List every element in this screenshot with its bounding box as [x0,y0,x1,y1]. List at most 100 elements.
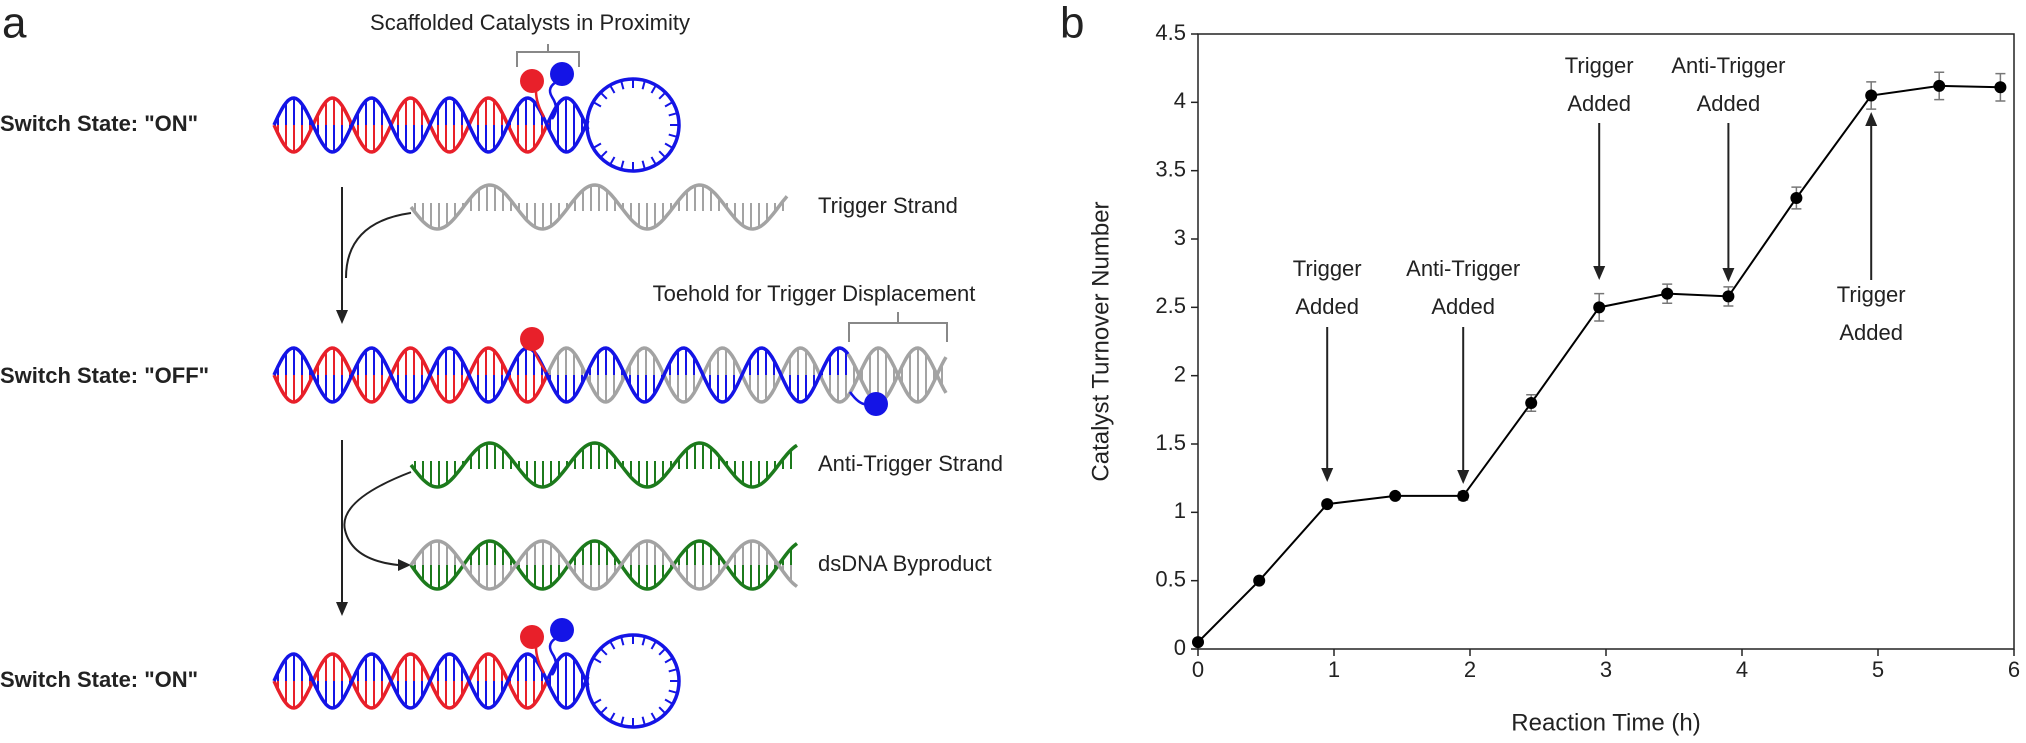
annotation-arrowhead [1457,470,1470,484]
y-tick-label: 0 [1174,635,1186,660]
strand [546,346,948,404]
arrow [345,212,412,279]
rung [664,101,674,108]
catalyst [520,625,544,649]
data-point [1661,287,1674,300]
arrowheads [336,310,411,616]
rung [609,156,616,166]
chart: 0 0.5 1 1.5 2 2.5 3 3.5 4 4.5 0 1 2 3 4 5 6 Reaction Time… [1087,20,2020,737]
data-point [1722,290,1735,303]
rung [641,716,646,726]
annotation-arrowhead [1593,266,1606,280]
rung [668,112,678,117]
data-point [1457,489,1470,502]
rung [650,640,657,650]
catalyst [520,327,544,351]
x-tick-label: 0 [1192,657,1204,682]
rung [641,636,646,646]
rung [668,689,678,694]
data-point [1253,574,1266,587]
rung [599,150,608,159]
rung [599,91,608,100]
rung [592,657,602,664]
y-tick-label: 1 [1174,498,1186,523]
panel-label: b [1060,0,1084,48]
strand [546,96,590,131]
data-point [1192,636,1204,649]
arrowhead [336,310,348,324]
strand [272,346,550,404]
rung [620,716,625,726]
data-point [1790,192,1803,204]
rung [668,133,678,138]
catalyst [550,62,574,86]
catalyst [550,618,574,642]
y-axis-title: Catalyst Turnover Number [1087,201,1114,481]
strand [409,539,799,591]
diagram-label: Toehold for Trigger Displacement [653,281,976,306]
rung [592,142,602,149]
data-point [1525,397,1538,409]
y-tick-label: 1.5 [1155,430,1186,455]
annotation: Added [1295,294,1359,319]
arrows [341,187,412,602]
rung [658,706,667,715]
linker [532,349,548,373]
linker [548,635,559,676]
diagram-label: Scaffolded Catalysts in Proximity [370,10,690,35]
strand [409,539,799,591]
strand-label: Anti-Trigger Strand [818,451,1003,476]
annotation: Trigger [1837,282,1906,307]
strand [272,652,550,710]
rung [664,142,674,149]
strand [409,441,798,489]
rung [658,91,667,100]
strand [272,652,590,710]
x-tick-label: 4 [1736,657,1748,682]
brackets [516,44,948,342]
strand [272,96,550,154]
linker [534,646,546,674]
y-tick-label: 2 [1174,361,1186,386]
data-point [1994,81,2007,94]
rung [599,647,608,656]
data-point [1389,489,1402,502]
rung [620,80,625,90]
panel-label: a [2,0,27,48]
y-tick-label: 2.5 [1155,293,1186,318]
strand [272,346,850,404]
data-point [1593,301,1606,314]
data-point [1865,89,1878,102]
rung [664,657,674,664]
x-tick-label: 5 [1872,657,1884,682]
rung [658,150,667,159]
x-axis-title: Reaction Time (h) [1511,709,1700,736]
dna-drawings [272,62,948,729]
annotation-arrowhead [1321,468,1334,482]
x-tick-label: 3 [1600,657,1612,682]
catalyst [864,392,888,416]
y-tick-label: 4 [1174,88,1186,113]
state-label: Switch State: "ON" [0,667,198,692]
x-tick-label: 6 [2008,657,2020,682]
annotation: Trigger [1293,256,1362,281]
linker [548,79,559,120]
rung [664,698,674,705]
annotation: Added [1697,91,1761,116]
annotation: Anti-Trigger [1406,256,1520,281]
rung [658,647,667,656]
rung [609,640,616,650]
catalyst [520,69,544,93]
rung [650,156,657,166]
rung [650,712,657,722]
annotation: Anti-Trigger [1671,53,1785,78]
y-tick-label: 4.5 [1155,20,1186,45]
rung [599,706,608,715]
annotation: Added [1839,320,1903,345]
arrow [343,471,412,566]
annotation: Added [1431,294,1495,319]
state-label: Switch State: "ON" [0,111,198,136]
rung [620,636,625,646]
strand [272,96,590,154]
